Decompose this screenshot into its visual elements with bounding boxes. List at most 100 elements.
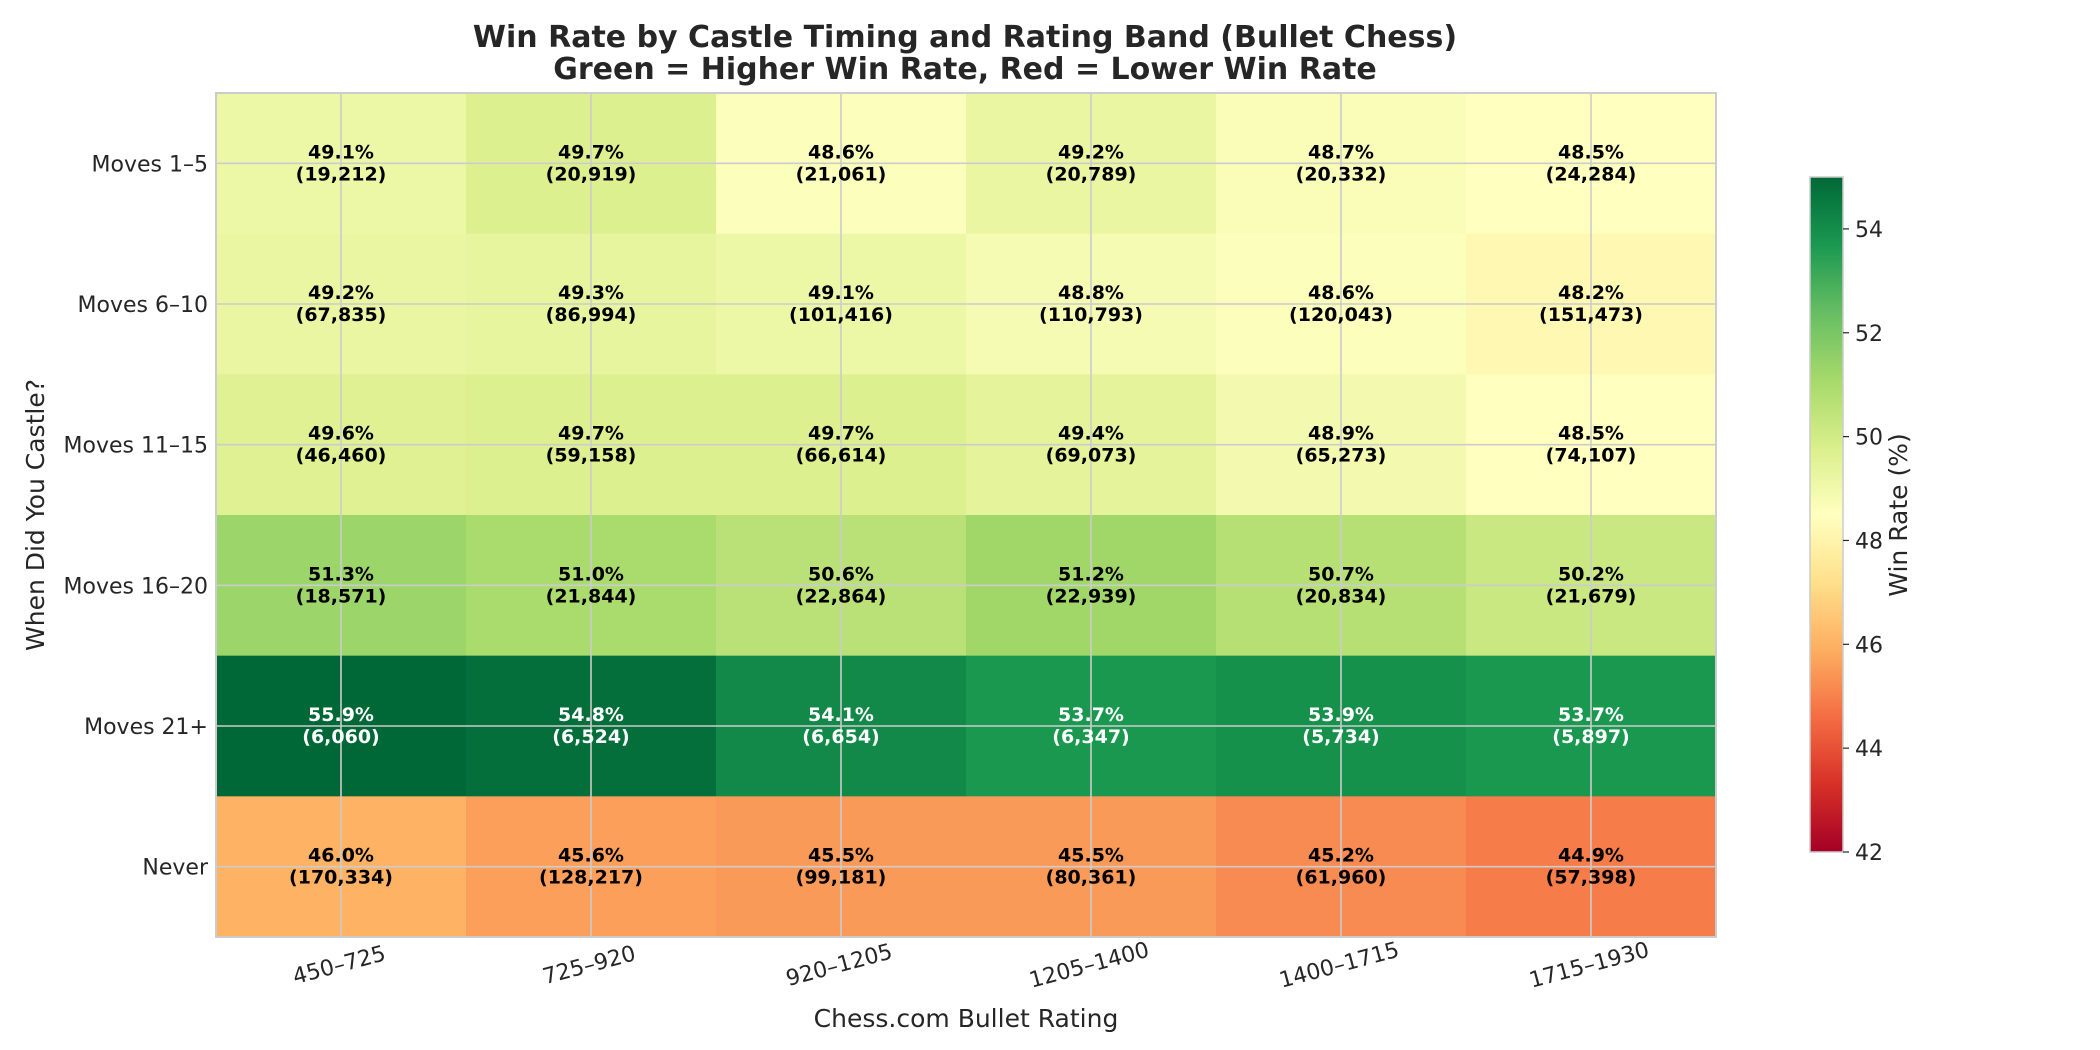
cell-value-label: 54.1%	[808, 704, 874, 726]
cell-value-label: 45.6%	[558, 845, 624, 867]
cell-value-label: 51.3%	[308, 563, 374, 585]
colorbar-tick-label: 50	[1855, 426, 1883, 451]
cell-value-label: 49.2%	[308, 282, 374, 304]
cell-count-label: (67,835)	[296, 304, 387, 326]
y-tick-label: Moves 21+	[84, 715, 208, 740]
cell-value-label: 49.7%	[808, 423, 874, 445]
y-tick-label: Moves 1–5	[92, 152, 208, 177]
cell-count-label: (66,614)	[796, 445, 887, 467]
y-tick-labels: Moves 1–5 Moves 6–10 Moves 11–15 Moves 16–2…	[64, 152, 209, 880]
cell-count-label: (20,834)	[1296, 585, 1387, 607]
chart-subtitle: Green = Higher Win Rate, Red = Lower Win…	[553, 52, 1377, 87]
cell-value-label: 49.6%	[308, 423, 374, 445]
cell-count-label: (6,524)	[552, 726, 629, 748]
cell-count-label: (6,347)	[1052, 726, 1129, 748]
cell-value-label: 45.2%	[1308, 845, 1374, 867]
cell-value-label: 55.9%	[308, 704, 374, 726]
cell-count-label: (20,789)	[1046, 163, 1137, 185]
cell-value-label: 53.7%	[1058, 704, 1124, 726]
cell-value-label: 49.7%	[558, 423, 624, 445]
cell-value-label: 54.8%	[558, 704, 624, 726]
y-tick-label: Moves 11–15	[64, 434, 208, 459]
cell-value-label: 48.7%	[1308, 141, 1374, 163]
cell-value-label: 51.0%	[558, 563, 624, 585]
x-tick-labels: 450–725 725–920 920–1205 1205–1400 1400–1715…	[290, 938, 1652, 994]
colorbar-tick-label: 48	[1855, 529, 1883, 554]
x-tick-label: 725–920	[540, 941, 638, 990]
cell-count-label: (99,181)	[796, 867, 887, 889]
cell-value-label: 48.6%	[808, 141, 874, 163]
cell-count-label: (110,793)	[1039, 304, 1143, 326]
cell-value-label: 49.1%	[808, 282, 874, 304]
colorbar-label: Win Rate (%)	[1884, 433, 1913, 596]
cell-count-label: (20,332)	[1296, 163, 1387, 185]
y-tick-label: Never	[142, 856, 209, 881]
cell-value-label: 53.7%	[1558, 704, 1624, 726]
x-axis-label: Chess.com Bullet Rating	[814, 1004, 1119, 1033]
y-tick-label: Moves 6–10	[78, 293, 208, 318]
heatmap-cells	[216, 93, 1717, 938]
cell-value-label: 45.5%	[1058, 845, 1124, 867]
chart-title: Win Rate by Castle Timing and Rating Ban…	[473, 20, 1457, 55]
cell-value-label: 49.4%	[1058, 423, 1124, 445]
cell-value-label: 45.5%	[808, 845, 874, 867]
cell-value-label: 49.3%	[558, 282, 624, 304]
cell-count-label: (20,919)	[546, 163, 637, 185]
cell-count-label: (22,864)	[796, 585, 887, 607]
cell-value-label: 49.2%	[1058, 141, 1124, 163]
cell-count-label: (74,107)	[1546, 445, 1637, 467]
cell-count-label: (19,212)	[296, 163, 387, 185]
cell-value-label: 49.7%	[558, 141, 624, 163]
cell-value-label: 48.8%	[1058, 282, 1124, 304]
x-tick-label: 920–1205	[783, 940, 895, 992]
cell-value-label: 48.5%	[1558, 423, 1624, 445]
cell-value-label: 50.7%	[1308, 563, 1374, 585]
cell-value-label: 50.2%	[1558, 563, 1624, 585]
cell-count-label: (6,060)	[302, 726, 379, 748]
cell-value-label: 49.1%	[308, 141, 374, 163]
cell-value-label: 44.9%	[1558, 845, 1624, 867]
cell-count-label: (69,073)	[1046, 445, 1137, 467]
cell-count-label: (21,679)	[1546, 585, 1637, 607]
cell-value-label: 53.9%	[1308, 704, 1374, 726]
cell-count-label: (61,960)	[1296, 867, 1387, 889]
cell-labels: 49.1%(19,212)49.7%(20,919)48.6%(21,061)4…	[289, 141, 1643, 888]
x-tick-label: 1400–1715	[1277, 938, 1402, 994]
cell-value-label: 50.6%	[808, 563, 874, 585]
cell-value-label: 51.2%	[1058, 563, 1124, 585]
x-tick-label: 450–725	[290, 941, 388, 990]
y-axis-label: When Did You Castle?	[21, 379, 50, 651]
cell-count-label: (170,334)	[289, 867, 393, 889]
cell-value-label: 48.6%	[1308, 282, 1374, 304]
colorbar-tick-label: 52	[1855, 322, 1883, 347]
cell-count-label: (6,654)	[802, 726, 879, 748]
colorbar-tick-label: 54	[1855, 218, 1883, 243]
cell-count-label: (24,284)	[1546, 163, 1637, 185]
colorbar-tick-label: 42	[1855, 841, 1883, 866]
colorbar-tick-label: 46	[1855, 633, 1883, 658]
plot-frame	[215, 92, 1717, 938]
cell-count-label: (59,158)	[546, 445, 637, 467]
colorbar: 42 44 46 48 50 52 54 Win Rate (%)	[1809, 176, 1913, 866]
cell-count-label: (151,473)	[1539, 304, 1643, 326]
grid-lines	[216, 93, 1716, 937]
cell-count-label: (21,061)	[796, 163, 887, 185]
cell-count-label: (5,734)	[1302, 726, 1379, 748]
cell-value-label: 48.9%	[1308, 423, 1374, 445]
y-tick-label: Moves 16–20	[64, 574, 208, 599]
cell-count-label: (101,416)	[789, 304, 893, 326]
cell-count-label: (86,994)	[546, 304, 637, 326]
cell-count-label: (22,939)	[1046, 585, 1137, 607]
cell-count-label: (18,571)	[296, 585, 387, 607]
cell-count-label: (128,217)	[539, 867, 643, 889]
cell-value-label: 48.5%	[1558, 141, 1624, 163]
cell-count-label: (5,897)	[1552, 726, 1629, 748]
cell-value-label: 48.2%	[1558, 282, 1624, 304]
cell-count-label: (80,361)	[1046, 867, 1137, 889]
colorbar-tick-label: 44	[1855, 737, 1883, 762]
cell-value-label: 46.0%	[308, 845, 374, 867]
cell-count-label: (46,460)	[296, 445, 387, 467]
cell-count-label: (65,273)	[1296, 445, 1387, 467]
cell-count-label: (21,844)	[546, 585, 637, 607]
x-tick-label: 1205–1400	[1027, 938, 1152, 994]
